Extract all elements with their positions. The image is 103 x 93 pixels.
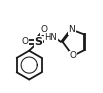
Text: O: O (69, 51, 76, 60)
Text: HN: HN (44, 33, 57, 42)
Text: S: S (35, 37, 42, 47)
Text: O: O (41, 25, 48, 34)
Text: O: O (21, 37, 28, 46)
Text: N: N (69, 25, 75, 34)
